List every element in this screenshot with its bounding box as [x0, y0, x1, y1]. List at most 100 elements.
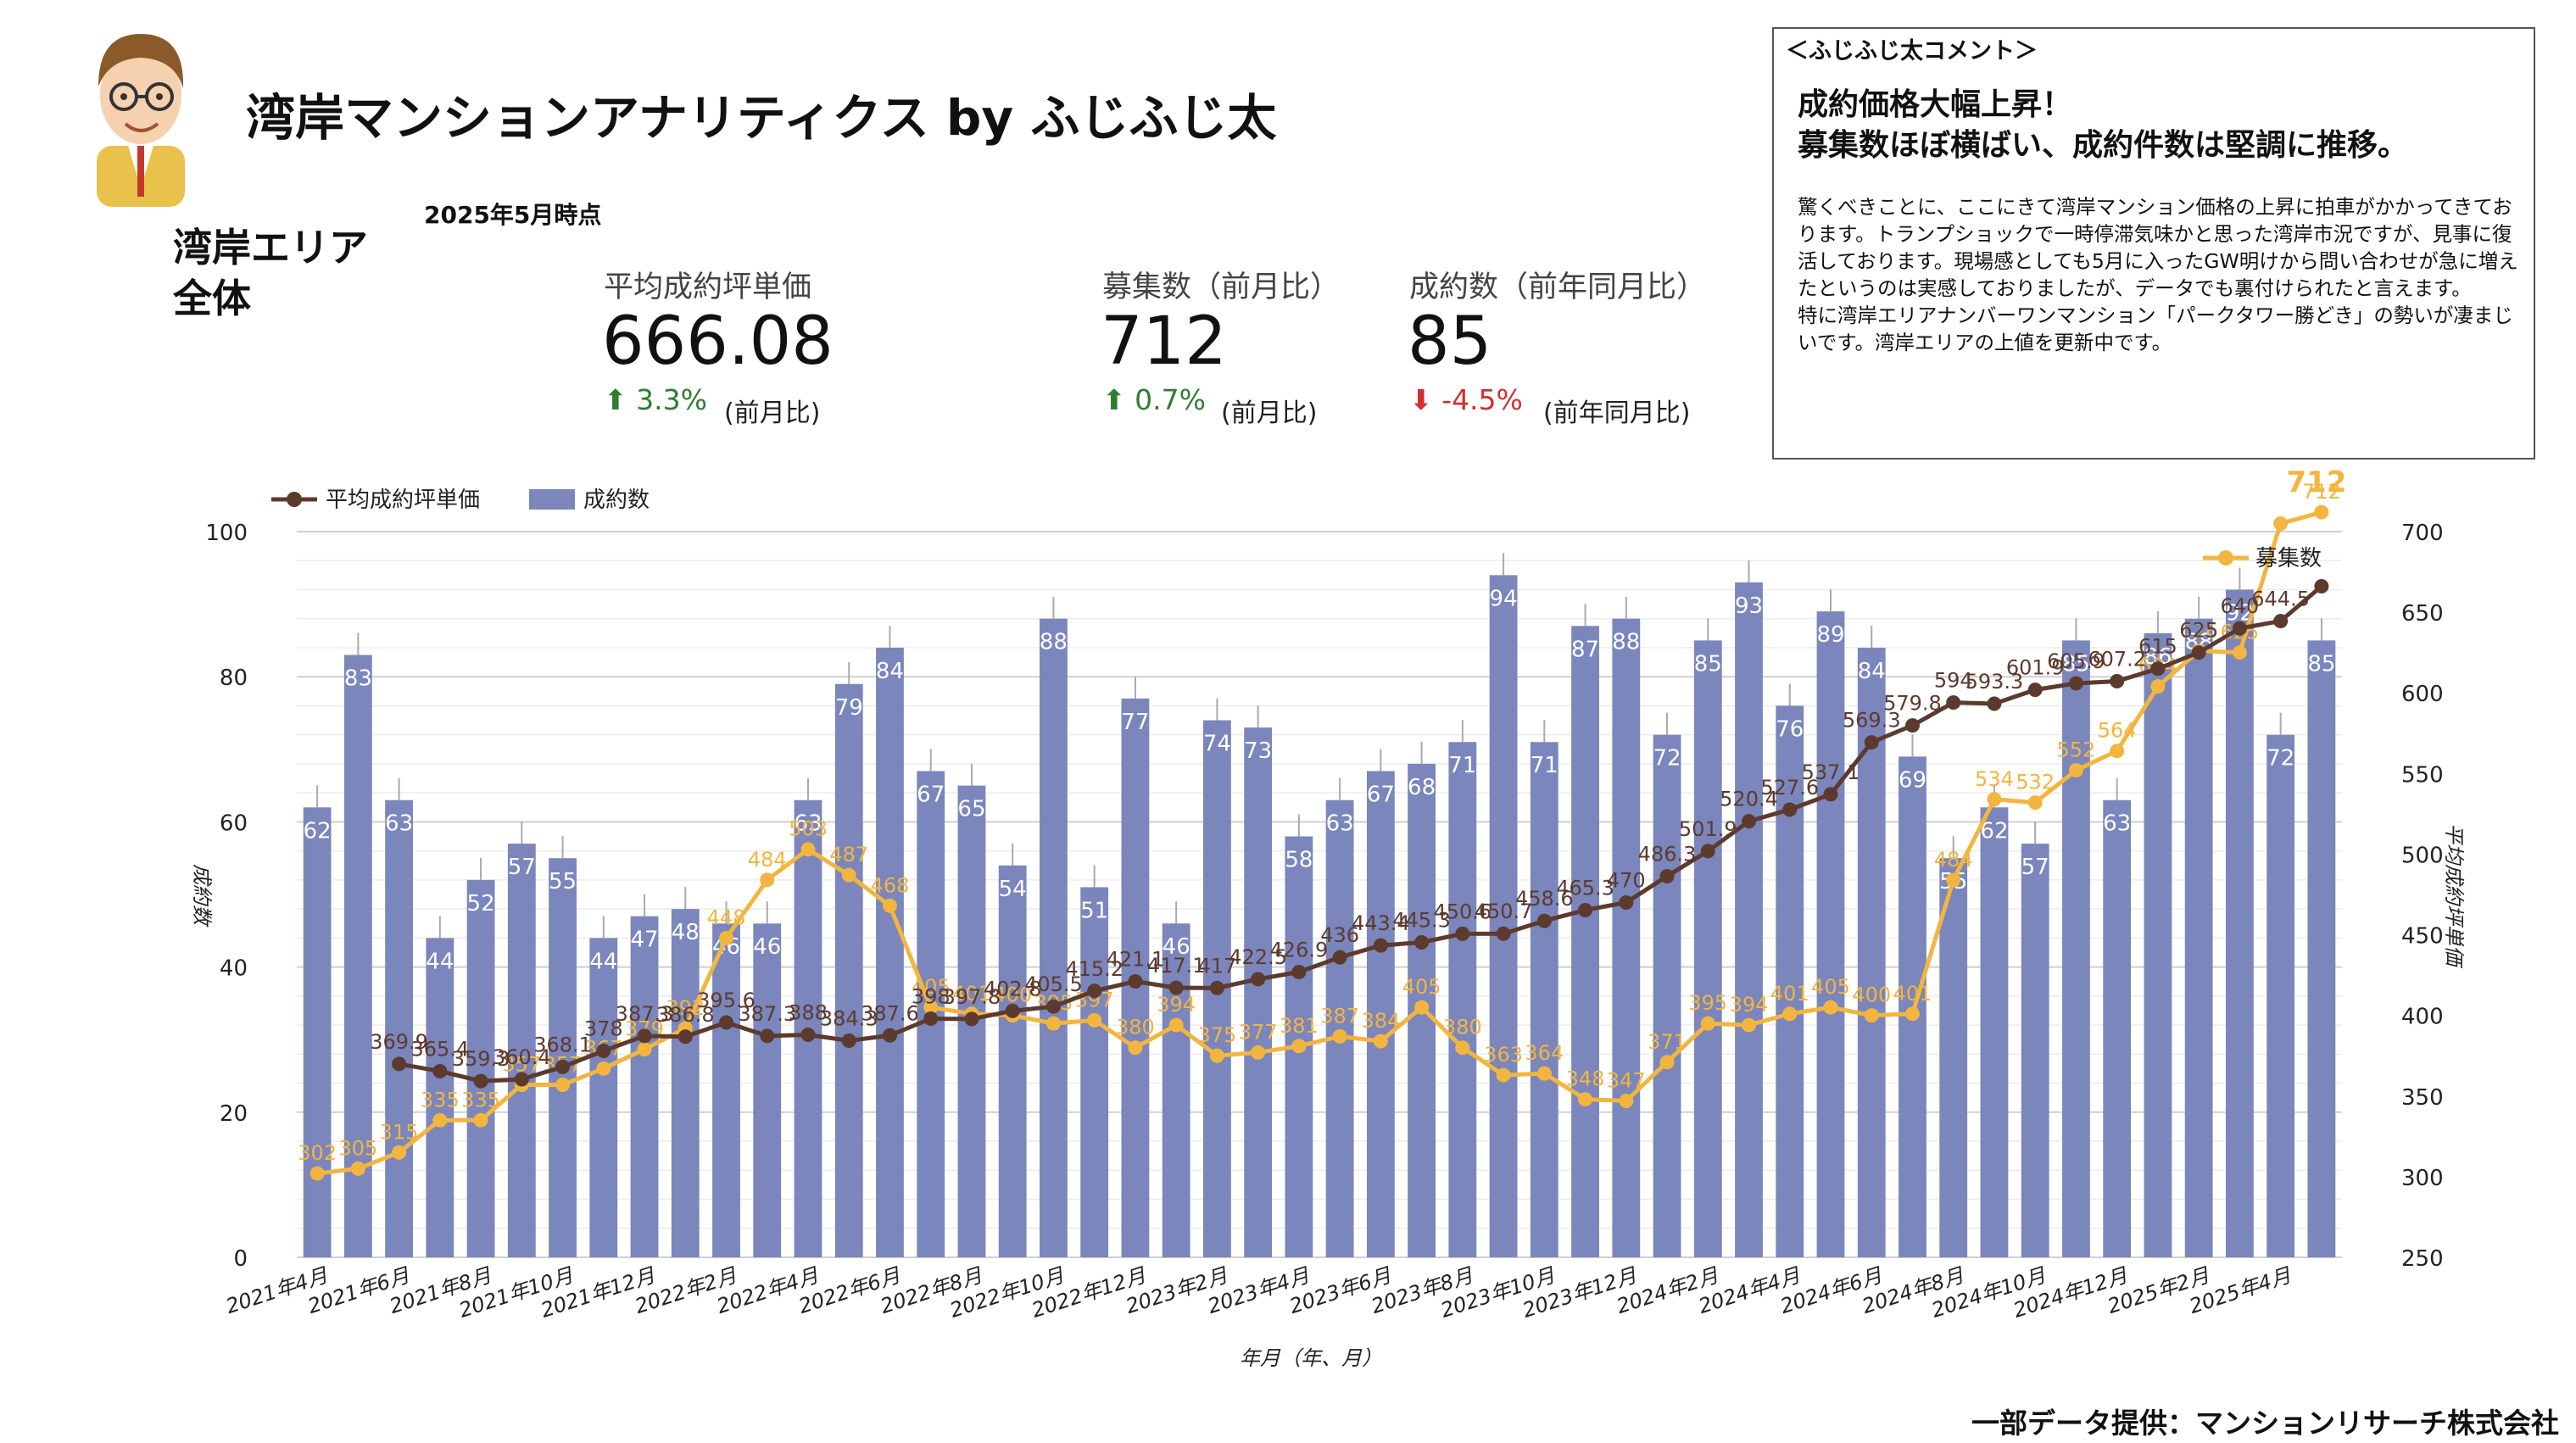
bar-value-label: 83	[344, 666, 372, 692]
bar	[1080, 887, 1109, 1257]
bar	[1980, 807, 2009, 1257]
listings-point	[1904, 1006, 1920, 1022]
price-point	[1373, 938, 1388, 953]
listings-value-label: 375	[1197, 1023, 1236, 1047]
y-left-tick-label: 60	[220, 811, 248, 836]
listings-point	[1823, 1000, 1838, 1015]
listings-value-label: 335	[421, 1088, 460, 1112]
listings-value-label: 468	[871, 873, 910, 897]
bar	[1040, 618, 1068, 1257]
listings-value-label: 401	[1770, 982, 1809, 1006]
price-point	[1619, 895, 1634, 911]
bar-value-label: 54	[999, 877, 1027, 902]
listings-point	[392, 1145, 407, 1160]
price-value-label: 365.4	[410, 1037, 469, 1061]
bar-value-label: 67	[917, 782, 945, 807]
bar-value-label: 46	[753, 934, 781, 960]
listings-point	[1536, 1066, 1552, 1081]
comment-body: 驚くべきことに、ここにきて湾岸マンション価格の上昇に拍車がかかってきております。…	[1798, 195, 2518, 354]
listings-point	[1209, 1048, 1224, 1063]
listings-point	[1578, 1092, 1593, 1107]
listings-point	[1168, 1017, 1184, 1033]
listings-point	[923, 1000, 939, 1015]
bar	[426, 938, 454, 1257]
bar-value-label: 69	[1899, 767, 1926, 793]
kpi-listings-label: 募集数（前月比）	[1102, 270, 1341, 304]
y-right-tick-label: 400	[2401, 1005, 2444, 1030]
price-value-label: 605.9	[2047, 649, 2105, 673]
price-point	[1946, 695, 1961, 710]
price-point	[1209, 980, 1224, 995]
area-label: 湾岸エリア 全体	[173, 225, 368, 321]
bar-value-label: 73	[1244, 738, 1272, 764]
listings-point	[882, 898, 897, 913]
legend-bar-swatch	[529, 489, 575, 510]
kpi-contracts-value: 85	[1408, 304, 1492, 380]
listings-point	[2027, 795, 2043, 811]
price-value-label: 387.6	[861, 1001, 919, 1025]
bar-value-label: 63	[1326, 811, 1354, 837]
price-point	[2191, 645, 2206, 660]
bar-labels: 62 83 63 44 52 57 55 44 47 48 46 46 63 79 84 67 65 54 88 51…	[304, 586, 2336, 974]
listings-value-label: 394	[1730, 993, 1769, 1017]
y-right-tick-label: 250	[2401, 1246, 2444, 1272]
y-right-tick-label: 500	[2401, 843, 2444, 868]
listings-point	[1332, 1028, 1347, 1044]
listings-point	[2150, 679, 2166, 694]
price-point	[514, 1072, 529, 1087]
arrow-down-icon: ⬇	[1409, 383, 1433, 416]
listings-point	[1987, 792, 2002, 807]
bar	[876, 647, 904, 1257]
bar-value-label: 94	[1490, 586, 1518, 611]
bar-value-label: 76	[1776, 716, 1804, 742]
price-value-label: 387.3	[738, 1002, 796, 1026]
price-value-label: 594	[1934, 669, 1973, 693]
listings-value-label: 305	[338, 1136, 377, 1160]
bar	[466, 879, 495, 1257]
price-value-label: 458.6	[1515, 887, 1574, 911]
price-value-label: 470	[1607, 869, 1646, 893]
bar	[2103, 800, 2132, 1257]
price-value-label: 369.9	[370, 1030, 428, 1054]
bar	[630, 916, 659, 1257]
listings-value-label: 395	[1688, 991, 1727, 1015]
listings-value-label: 363	[1484, 1043, 1523, 1067]
listings-value-label: 394	[1157, 993, 1196, 1017]
y-left-tick-label: 0	[233, 1246, 248, 1272]
price-point	[841, 1034, 856, 1049]
price-value-label: 387.3	[616, 1002, 674, 1026]
bar-value-label: 71	[1531, 753, 1558, 778]
bar	[712, 923, 740, 1257]
listings-value-label: 405	[1811, 975, 1850, 999]
price-value-label: 421.1	[1107, 948, 1165, 972]
bar-value-label: 57	[2021, 855, 2049, 880]
price-point	[923, 1011, 939, 1026]
listings-value-label: 377	[1239, 1020, 1278, 1044]
bar-value-label: 77	[1121, 710, 1149, 735]
listings-point	[1045, 1016, 1061, 1031]
comment-label: ＜ふじふじ太コメント＞	[1786, 38, 2038, 64]
listings-value-label: 302	[298, 1141, 337, 1165]
arrow-up-icon: ⬆	[604, 383, 627, 416]
price-value-label: 422.5	[1229, 945, 1287, 969]
listings-value-label: 564	[2098, 719, 2137, 743]
bar	[1571, 626, 1599, 1257]
price-value-label: 360.4	[493, 1045, 551, 1069]
listings-value-label: 401	[952, 982, 991, 1006]
price-point	[1700, 844, 1715, 859]
price-point	[473, 1073, 488, 1089]
listings-point	[2314, 504, 2329, 520]
price-value-label: 640	[2220, 594, 2259, 618]
price-point	[2314, 579, 2329, 594]
listings-value-label: 387	[1320, 1004, 1359, 1028]
legend-listings-marker	[2218, 550, 2233, 566]
price-value-label: 501.9	[1679, 817, 1737, 841]
bar-value-label: 68	[1408, 775, 1436, 800]
bar	[1653, 734, 1681, 1257]
listings-point	[1291, 1039, 1307, 1054]
kpi-listings-value: 712	[1101, 304, 1227, 380]
listings-point	[1128, 1040, 1143, 1056]
price-value-label: 607.2	[2088, 648, 2146, 671]
listings-point	[1455, 1040, 1470, 1056]
listings-value-label: 400	[993, 983, 1032, 1007]
